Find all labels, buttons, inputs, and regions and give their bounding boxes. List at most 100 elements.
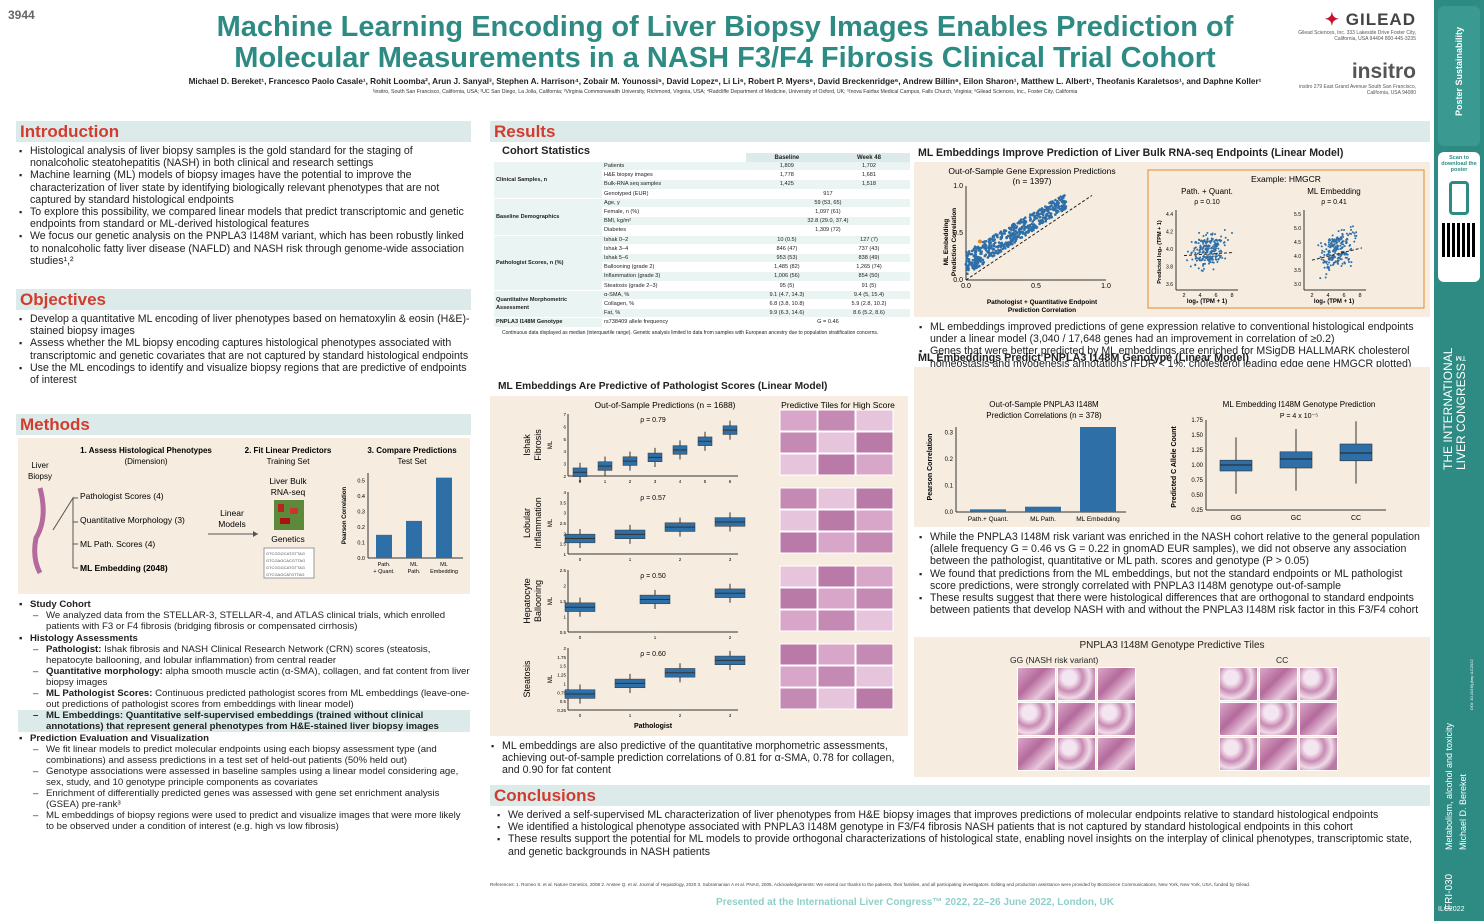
scatter-point	[1341, 262, 1344, 265]
scatter-point	[1323, 254, 1326, 257]
methods-item: Enrichment of differentially predicted g…	[18, 788, 470, 810]
col-baseline: Baseline	[745, 153, 828, 162]
scatter-point	[1002, 243, 1005, 247]
scatter-point	[1355, 231, 1358, 234]
scatter-point	[999, 250, 1003, 253]
step2-label: 2. Fit Linear Predictors	[245, 446, 332, 455]
y-tick: 0.75	[557, 690, 566, 695]
scatter-point	[1010, 238, 1014, 242]
y-tick: 2.5	[560, 521, 567, 526]
scatter-point	[1320, 251, 1323, 254]
x-tick: Path.	[378, 562, 391, 568]
scatter-point	[997, 241, 1001, 244]
scatter-point	[1001, 247, 1005, 251]
row-label: Ishak 0–2	[602, 235, 746, 245]
scatter-point	[1013, 223, 1017, 227]
scatter-point	[1037, 209, 1041, 212]
scatter-point	[996, 235, 999, 239]
scatter-point	[1340, 242, 1343, 245]
scatter-point	[1349, 243, 1352, 246]
scatter-point	[1340, 229, 1343, 232]
scatter-point	[1004, 229, 1008, 233]
scatter-point	[1203, 255, 1206, 258]
scatter-point	[996, 233, 999, 237]
step3-sub: Test Set	[398, 457, 428, 466]
scatter-point	[1337, 256, 1340, 259]
scatter-point	[1063, 200, 1067, 203]
scatter-point	[992, 247, 996, 251]
y-tick: 0.2	[357, 525, 365, 531]
scatter-point	[1192, 249, 1195, 252]
qr-code-icon[interactable]	[1442, 223, 1476, 257]
methods-svg: 1. Assess Histological Phenotypes (Dimen…	[28, 446, 463, 579]
scatter-point	[992, 251, 995, 255]
scatter-point	[1351, 225, 1354, 228]
scatter-point	[1197, 267, 1200, 270]
tile-image	[855, 609, 894, 632]
scatter-point	[1200, 258, 1203, 261]
scatter-point	[1202, 262, 1205, 265]
scatter-point	[1342, 243, 1345, 246]
scatter-point	[1028, 227, 1031, 230]
tile-image	[1057, 737, 1096, 771]
scatter-point	[1213, 249, 1216, 252]
rho: ρ = 0.60	[640, 651, 666, 658]
tile-image	[1259, 667, 1298, 701]
scatter-point	[1016, 221, 1020, 225]
pathpred-tiles-label: Predictive Tiles for High Score	[781, 400, 895, 410]
objectives-list: Develop a quantitative ML encoding of li…	[18, 313, 470, 386]
scatter-point	[1218, 250, 1221, 253]
y-tick: 2	[563, 474, 566, 479]
y-tick: 0.50	[1191, 493, 1203, 499]
cell: 32.8 (29.0, 37.4)	[745, 216, 910, 227]
scatter-point	[1324, 260, 1327, 263]
scatter-point	[1212, 245, 1215, 248]
scatter-point	[1332, 255, 1335, 258]
scatter-point	[977, 265, 980, 268]
scatter-point	[1205, 244, 1208, 247]
y-tick: 0.5	[953, 230, 963, 237]
scatter-point	[1031, 220, 1035, 223]
scatter-point	[1006, 245, 1010, 249]
cell: 1,485 (82)	[745, 262, 828, 273]
cell: 1,265 (74)	[827, 262, 910, 273]
y-tick: 1.5	[560, 599, 567, 604]
scatter-point	[1018, 232, 1022, 235]
y-tick: 0.0	[945, 510, 954, 516]
scatter-point	[1329, 239, 1332, 242]
geno-sub2: ML Embedding I148M Genotype Prediction	[1223, 400, 1376, 409]
scatter-point	[1211, 237, 1214, 240]
scatter-point	[966, 264, 970, 268]
tile-image	[817, 565, 856, 588]
scatter-point	[1216, 261, 1219, 264]
scatter-point	[1019, 218, 1023, 222]
scatter-point	[1331, 243, 1334, 246]
scatter-point	[1328, 243, 1331, 246]
scatter-point	[1328, 261, 1331, 264]
scatter-point	[1016, 231, 1019, 235]
y-tick: 7	[563, 412, 566, 417]
qr-panel[interactable]: Scan to download the poster	[1438, 152, 1480, 282]
scatter-point	[1354, 237, 1357, 240]
panel-name: Ballooning	[533, 580, 543, 622]
conclusions-heading: Conclusions	[490, 785, 1430, 806]
geno-bullet: These results suggest that there were hi…	[918, 592, 1430, 616]
scatter-point	[1333, 248, 1336, 251]
y-tick: 1.5	[560, 542, 567, 547]
table-row: Baseline Demographics Age, y 59 (53, 65)	[494, 198, 910, 236]
tile-image	[817, 409, 856, 432]
cell: 1,809	[745, 162, 828, 172]
pathpred-box: Out-of-Sample Predictions (n = 1688) Pre…	[490, 396, 908, 736]
scatter-point	[1336, 236, 1339, 239]
scatter-point	[985, 246, 988, 250]
scatter-point	[1048, 207, 1052, 211]
scatter-point	[1325, 273, 1328, 276]
panel-name: Ishak	[522, 434, 532, 456]
tile-image	[855, 587, 894, 610]
x-tick: 4	[1198, 293, 1201, 299]
scatter-point	[1350, 261, 1353, 264]
methods-item: Histology Assessments	[18, 633, 470, 644]
x-tick: 8	[1358, 293, 1361, 299]
row-label: Genotyped (EUR)	[602, 189, 746, 199]
scatter-point	[1012, 228, 1016, 232]
